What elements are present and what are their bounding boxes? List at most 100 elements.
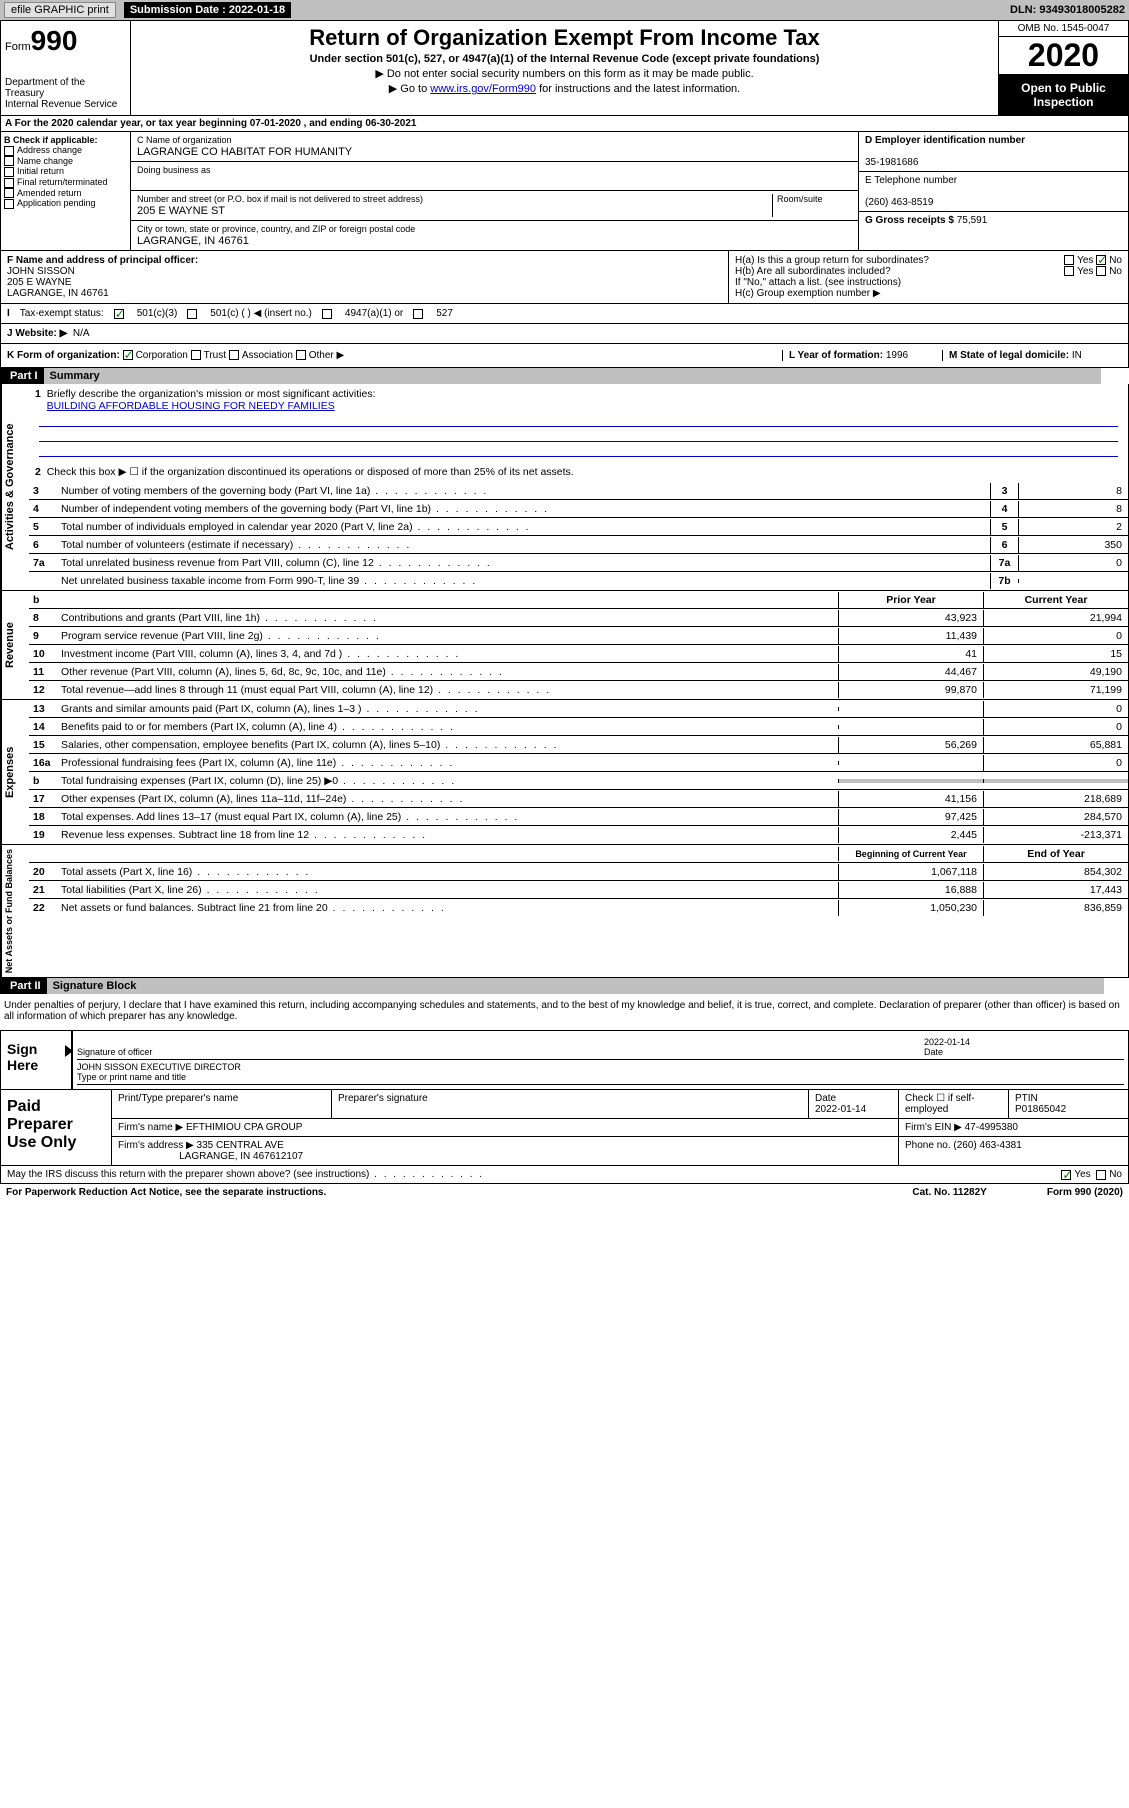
- officer-addr1: 205 E WAYNE: [7, 277, 71, 288]
- firm-phone: (260) 463-4381: [953, 1140, 1021, 1151]
- hc-label: H(c) Group exemption number ▶: [735, 288, 881, 299]
- omb-number: OMB No. 1545-0047: [999, 21, 1128, 37]
- part2-header: Part IISignature Block: [0, 978, 1129, 994]
- year-formation: 1996: [886, 350, 908, 361]
- dln: DLN: 93493018005282: [1010, 4, 1125, 16]
- org-name: LAGRANGE CO HABITAT FOR HUMANITY: [137, 146, 352, 158]
- city-state-zip: LAGRANGE, IN 46761: [137, 235, 249, 247]
- exp-section: Expenses 13Grants and similar amounts pa…: [0, 700, 1129, 845]
- sig-name-label: Type or print name and title: [77, 1072, 186, 1082]
- chk-4947[interactable]: [322, 309, 332, 319]
- chk-501c3[interactable]: [114, 309, 124, 319]
- mission-text: BUILDING AFFORDABLE HOUSING FOR NEEDY FA…: [47, 400, 335, 412]
- ha-label: H(a) Is this a group return for subordin…: [735, 255, 929, 266]
- chk-501c[interactable]: [187, 309, 197, 319]
- website: N/A: [73, 328, 90, 339]
- table-row: 12Total revenue—add lines 8 through 11 (…: [29, 681, 1128, 699]
- chk-trust[interactable]: [191, 350, 201, 360]
- chk-assoc[interactable]: [229, 350, 239, 360]
- irs-link[interactable]: www.irs.gov/Form990: [430, 83, 536, 95]
- domicile: IN: [1072, 350, 1082, 361]
- tax-year: 2020: [999, 37, 1128, 75]
- subtitle-1: Under section 501(c), 527, or 4947(a)(1)…: [135, 53, 994, 65]
- hb-label: H(b) Are all subordinates included?: [735, 266, 891, 277]
- tax-status-label: Tax-exempt status:: [20, 308, 104, 319]
- pra-notice: For Paperwork Reduction Act Notice, see …: [6, 1187, 326, 1198]
- end-year-hdr: End of Year: [983, 846, 1128, 862]
- firm-addr: 335 CENTRAL AVE: [197, 1140, 284, 1151]
- dba-label: Doing business as: [137, 165, 211, 175]
- chk-final[interactable]: [4, 178, 14, 188]
- chk-527[interactable]: [413, 309, 423, 319]
- table-row: 9Program service revenue (Part VIII, lin…: [29, 627, 1128, 645]
- sig-officer-label: Signature of officer: [77, 1037, 924, 1057]
- discuss-no[interactable]: [1096, 1170, 1106, 1180]
- table-row: 7aTotal unrelated business revenue from …: [29, 554, 1128, 572]
- table-row: 15Salaries, other compensation, employee…: [29, 736, 1128, 754]
- table-row: Net unrelated business taxable income fr…: [29, 572, 1128, 590]
- prep-sig-hdr: Preparer's signature: [331, 1090, 808, 1118]
- ha-no[interactable]: [1096, 255, 1106, 265]
- ptin-label: PTIN: [1015, 1093, 1038, 1104]
- discuss-question: May the IRS discuss this return with the…: [7, 1169, 484, 1180]
- firm-ein: 47-4995380: [965, 1122, 1018, 1133]
- officer-addr2: LAGRANGE, IN 46761: [7, 288, 109, 299]
- ein-value: 35-1981686: [865, 157, 918, 168]
- rev-section: Revenue bPrior YearCurrent Year 8Contrib…: [0, 591, 1129, 700]
- chk-other[interactable]: [296, 350, 306, 360]
- prep-self-emp: Check ☐ if self-employed: [898, 1090, 1008, 1118]
- table-row: 4Number of independent voting members of…: [29, 500, 1128, 518]
- table-row: 20Total assets (Part X, line 16)1,067,11…: [29, 863, 1128, 881]
- chk-address[interactable]: [4, 146, 14, 156]
- table-row: 16aProfessional fundraising fees (Part I…: [29, 754, 1128, 772]
- discuss-yes[interactable]: [1061, 1170, 1071, 1180]
- ha-yes[interactable]: [1064, 255, 1074, 265]
- table-row: 21Total liabilities (Part X, line 26)16,…: [29, 881, 1128, 899]
- form-header: Form990 Department of the Treasury Inter…: [0, 20, 1129, 116]
- table-row: 6Total number of volunteers (estimate if…: [29, 536, 1128, 554]
- section-bcd: B Check if applicable: Address change Na…: [0, 132, 1129, 251]
- firm-addr2: LAGRANGE, IN 467612107: [179, 1151, 303, 1162]
- table-row: 8Contributions and grants (Part VIII, li…: [29, 609, 1128, 627]
- firm-phone-label: Phone no.: [905, 1140, 951, 1151]
- hb-yes[interactable]: [1064, 266, 1074, 276]
- hb-no[interactable]: [1096, 266, 1106, 276]
- submission-date: Submission Date : 2022-01-18: [124, 2, 291, 18]
- preparer-box: Paid Preparer Use Only Print/Type prepar…: [0, 1090, 1129, 1166]
- sign-here-box: Sign Here Signature of officer2022-01-14…: [0, 1030, 1129, 1090]
- prep-name-hdr: Print/Type preparer's name: [111, 1090, 331, 1118]
- section-b-label: B Check if applicable:: [4, 135, 98, 145]
- chk-amended[interactable]: [4, 188, 14, 198]
- arrow-icon: [65, 1045, 73, 1057]
- table-row: 10Investment income (Part VIII, column (…: [29, 645, 1128, 663]
- chk-initial[interactable]: [4, 167, 14, 177]
- row-klm: K Form of organization: Corporation Trus…: [0, 344, 1129, 368]
- table-row: 19Revenue less expenses. Subtract line 1…: [29, 826, 1128, 844]
- table-row: bTotal fundraising expenses (Part IX, co…: [29, 772, 1128, 790]
- exp-side-label: Expenses: [1, 700, 29, 844]
- officer-name: JOHN SISSON: [7, 266, 75, 277]
- row-j: J Website: ▶ N/A: [0, 324, 1129, 344]
- table-row: 11Other revenue (Part VIII, column (A), …: [29, 663, 1128, 681]
- ein-label: D Employer identification number: [865, 135, 1025, 146]
- subtitle-2: ▶ Do not enter social security numbers o…: [135, 67, 994, 80]
- officer-sig-name: JOHN SISSON EXECUTIVE DIRECTOR: [77, 1062, 241, 1072]
- current-year-hdr: Current Year: [983, 592, 1128, 608]
- chk-name[interactable]: [4, 156, 14, 166]
- table-row: 13Grants and similar amounts paid (Part …: [29, 700, 1128, 718]
- form-org-label: K Form of organization:: [7, 350, 120, 361]
- form-number: Form990: [5, 25, 126, 57]
- room-label: Room/suite: [777, 194, 823, 204]
- begin-year-hdr: Beginning of Current Year: [838, 847, 983, 861]
- prep-date-hdr: Date: [815, 1093, 836, 1104]
- chk-pending[interactable]: [4, 199, 14, 209]
- efile-button[interactable]: efile GRAPHIC print: [4, 2, 116, 18]
- street-address: 205 E WAYNE ST: [137, 205, 225, 217]
- firm-addr-label: Firm's address ▶: [118, 1140, 194, 1151]
- prior-year-hdr: Prior Year: [838, 592, 983, 608]
- chk-corp[interactable]: [123, 350, 133, 360]
- officer-label: F Name and address of principal officer:: [7, 255, 198, 266]
- city-label: City or town, state or province, country…: [137, 224, 415, 234]
- row-a-tax-year: A For the 2020 calendar year, or tax yea…: [0, 116, 1129, 132]
- firm-name: EFTHIMIOU CPA GROUP: [186, 1122, 303, 1133]
